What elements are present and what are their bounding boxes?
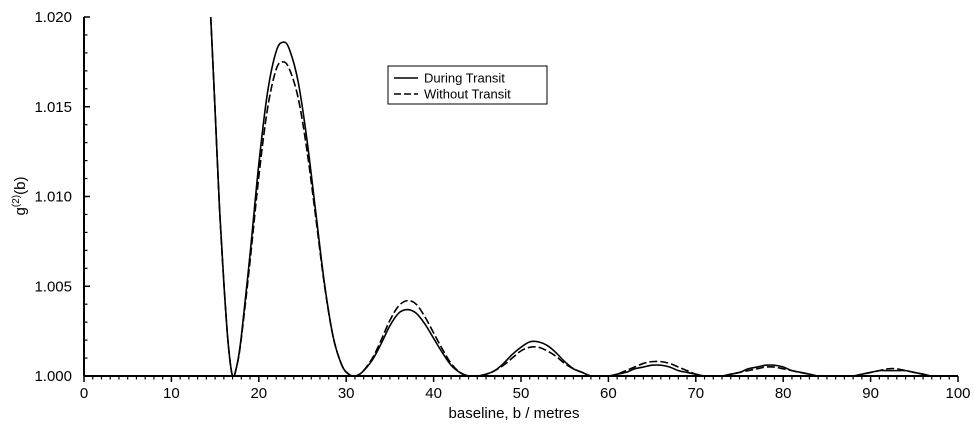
y-tick-label: 1.010 bbox=[34, 189, 72, 206]
y-ticks: 1.000 1.005 1.010 1.015 1.020 bbox=[34, 9, 90, 385]
x-tick-label: 20 bbox=[250, 385, 267, 402]
x-tick-label: 80 bbox=[775, 385, 792, 402]
y-tick-label: 1.000 bbox=[34, 368, 72, 385]
legend-label-during: During Transit bbox=[424, 71, 505, 86]
x-tick-label: 60 bbox=[600, 385, 617, 402]
series-line-during-transit bbox=[209, 17, 958, 376]
x-axis-label: baseline, b / metres bbox=[449, 405, 580, 422]
y-axis-label-base: g bbox=[12, 207, 29, 215]
series-layer bbox=[209, 17, 958, 376]
y-axis-label: g(2)(b) bbox=[11, 177, 29, 216]
y-tick-label: 1.015 bbox=[34, 99, 72, 116]
x-tick-label: 70 bbox=[687, 385, 704, 402]
legend-label-without: Without Transit bbox=[424, 87, 511, 102]
y-axis-label-sup: (2) bbox=[11, 195, 22, 207]
x-ticks: 0 10 20 30 40 50 60 70 80 90 100 bbox=[80, 376, 971, 402]
x-tick-label: 40 bbox=[425, 385, 442, 402]
legend-box bbox=[387, 65, 548, 105]
legend: During Transit Without Transit bbox=[387, 65, 548, 105]
x-tick-label: 50 bbox=[513, 385, 530, 402]
x-tick-label: 100 bbox=[945, 385, 970, 402]
x-tick-label: 30 bbox=[338, 385, 355, 402]
y-tick-label: 1.005 bbox=[34, 278, 72, 295]
x-tick-label: 0 bbox=[80, 385, 88, 402]
y-axis-label-tail: (b) bbox=[12, 177, 29, 195]
series-line-without-transit bbox=[209, 17, 958, 376]
x-tick-label: 90 bbox=[862, 385, 879, 402]
y-tick-label: 1.020 bbox=[34, 9, 72, 26]
x-tick-label: 10 bbox=[163, 385, 180, 402]
